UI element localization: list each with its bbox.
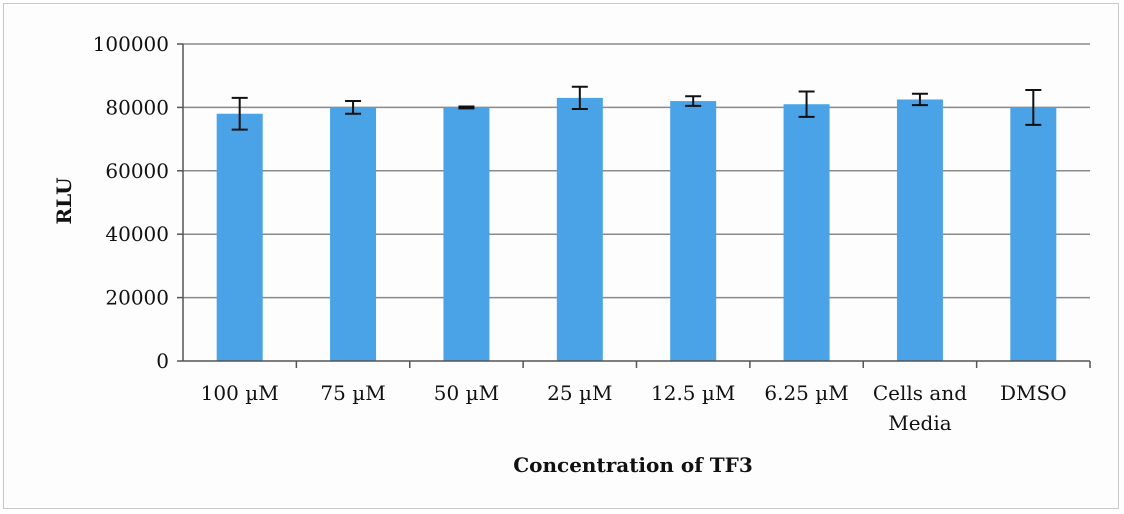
y-tick-label: 80000 (105, 95, 169, 119)
y-tick-labels: 0 20000 40000 60000 80000 100000 (93, 32, 169, 373)
x-tick-labels: 100 µM 75 µM 50 µM 25 µM 12.5 µM 6.25 µM Cells… (201, 381, 1067, 435)
y-tick-label: 0 (156, 349, 169, 373)
x-tick-label: Cells and Media (873, 381, 967, 435)
gridlines (183, 43, 1090, 299)
x-axis-title: Concentration of TF3 (513, 453, 753, 477)
y-tick-label: 100000 (93, 32, 169, 56)
y-tick-label: 40000 (105, 222, 169, 246)
bar (330, 107, 377, 362)
y-tick-label: 20000 (105, 286, 169, 310)
x-tick-label: DMSO (1000, 381, 1067, 405)
bar (783, 104, 830, 361)
y-axis-title: RLU (52, 177, 76, 224)
x-tick-label: 6.25 µM (764, 381, 848, 405)
bar (670, 101, 717, 361)
x-tick-label: 50 µM (434, 381, 499, 405)
bar (1010, 107, 1057, 362)
x-tick-label: 25 µM (547, 381, 612, 405)
bar (443, 107, 490, 362)
x-tick-label: 100 µM (201, 381, 279, 405)
bar (216, 113, 263, 362)
bars (216, 97, 1057, 362)
x-tick-label: 75 µM (320, 381, 385, 405)
error-bars (231, 85, 1042, 131)
x-tick-label: 12.5 µM (651, 381, 735, 405)
bar (556, 97, 603, 361)
axes (177, 43, 1091, 368)
bar (896, 99, 943, 361)
y-tick-label: 60000 (105, 159, 169, 183)
